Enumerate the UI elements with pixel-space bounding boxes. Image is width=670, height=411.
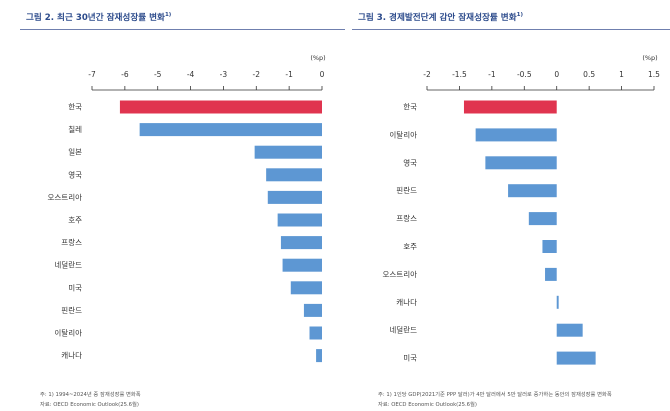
bar <box>528 212 557 226</box>
bar <box>556 295 559 309</box>
chart-note: 주: 1) 1인당 GDP(2021기준 PPP 달러)가 4만 달러에서 5만… <box>378 392 612 398</box>
category-label: 이탈리아 <box>389 129 417 139</box>
bar-chart: (%p) -7 -6 -5 -4 -3 -2 -1 0 한국칠레일본영국오스트리아호주프랑스네덜란… <box>48 54 326 363</box>
bar <box>545 267 557 281</box>
category-label: 캐나다 <box>396 298 417 307</box>
bar <box>267 190 322 204</box>
unit-label: (%p) <box>310 54 325 62</box>
bar <box>303 303 322 317</box>
bar <box>119 100 322 114</box>
category-label: 미국 <box>68 283 82 292</box>
bar <box>309 326 322 340</box>
x-tick-label: 0 <box>554 70 559 79</box>
bar <box>277 213 322 227</box>
chart-title: 그림 3. 경제발전단계 감안 잠재성장률 변화1) <box>358 12 523 23</box>
category-label: 영국 <box>403 157 417 167</box>
bar <box>280 236 322 250</box>
bar <box>485 156 557 170</box>
chart-source: 자료: OECD Economic Outlook(25.6월) <box>378 402 477 408</box>
bar <box>316 349 322 363</box>
category-label: 오스트리아 <box>383 269 418 279</box>
chart-panel-left: 그림 2. 최근 30년간 잠재성장률 변화1) (%p) -7 -6 -5 -4 -3 -… <box>20 12 345 408</box>
category-label: 오스트리아 <box>48 192 83 202</box>
title-rule <box>352 29 670 30</box>
x-tick-label: -2 <box>253 70 261 79</box>
category-label: 네덜란드 <box>389 325 417 335</box>
category-label: 프랑스 <box>396 214 417 223</box>
bar <box>254 145 322 159</box>
x-tick-label: 0.5 <box>583 70 595 79</box>
bar <box>508 184 557 198</box>
bar <box>139 123 322 137</box>
bar <box>542 240 557 253</box>
x-tick-label: -5 <box>154 70 162 79</box>
bar <box>282 258 322 272</box>
bar <box>475 128 557 142</box>
x-tick-label: -7 <box>88 70 96 79</box>
x-tick-label: 0 <box>320 70 325 79</box>
category-label: 이탈리아 <box>54 328 82 338</box>
category-label: 한국 <box>403 103 417 112</box>
category-label: 핀란드 <box>396 185 417 195</box>
x-tick-label: -2 <box>423 70 431 79</box>
category-label: 한국 <box>68 103 82 112</box>
bar <box>266 168 322 182</box>
category-label: 영국 <box>68 169 82 179</box>
x-tick-label: -6 <box>121 70 129 79</box>
x-tick-label: 1 <box>619 70 624 79</box>
chart-panel-right: 그림 3. 경제발전단계 감안 잠재성장률 변화1) (%p) -2 -1.5 -1 -… <box>352 0 670 411</box>
x-tick-label: -4 <box>187 70 195 79</box>
category-label: 일본 <box>68 148 82 157</box>
x-tick-label: -3 <box>220 70 228 79</box>
x-tick-label: -0.5 <box>517 70 532 79</box>
chart-title: 그림 2. 최근 30년간 잠재성장률 변화1) <box>26 12 172 23</box>
bar <box>556 351 596 365</box>
category-label: 네덜란드 <box>54 260 82 270</box>
category-label: 핀란드 <box>61 305 82 315</box>
category-label: 프랑스 <box>61 238 82 247</box>
chart-note: 주: 1) 1994~2024년 중 잠재성장률 변화폭 <box>40 392 141 398</box>
x-tick-label: -1.5 <box>452 70 467 79</box>
x-tick-label: 1.5 <box>648 70 660 79</box>
chart-source: 자료: OECD Economic Outlook(25.6월) <box>40 402 139 408</box>
category-label: 칠레 <box>68 125 82 134</box>
bar <box>290 281 322 295</box>
category-label: 미국 <box>403 354 417 363</box>
category-label: 캐나다 <box>61 351 82 360</box>
unit-label: (%p) <box>642 54 657 62</box>
x-tick-label: -1 <box>285 70 293 79</box>
category-label: 호주 <box>68 216 82 225</box>
x-tick-label: -1 <box>488 70 496 79</box>
bar-chart: (%p) -2 -1.5 -1 -0.5 0 0.5 1 1.5 한국이탈리아영국핀란드프랑스호주… <box>383 54 660 365</box>
bar <box>463 100 557 114</box>
bar <box>556 323 583 337</box>
category-label: 호주 <box>403 242 417 251</box>
title-rule <box>20 29 345 30</box>
